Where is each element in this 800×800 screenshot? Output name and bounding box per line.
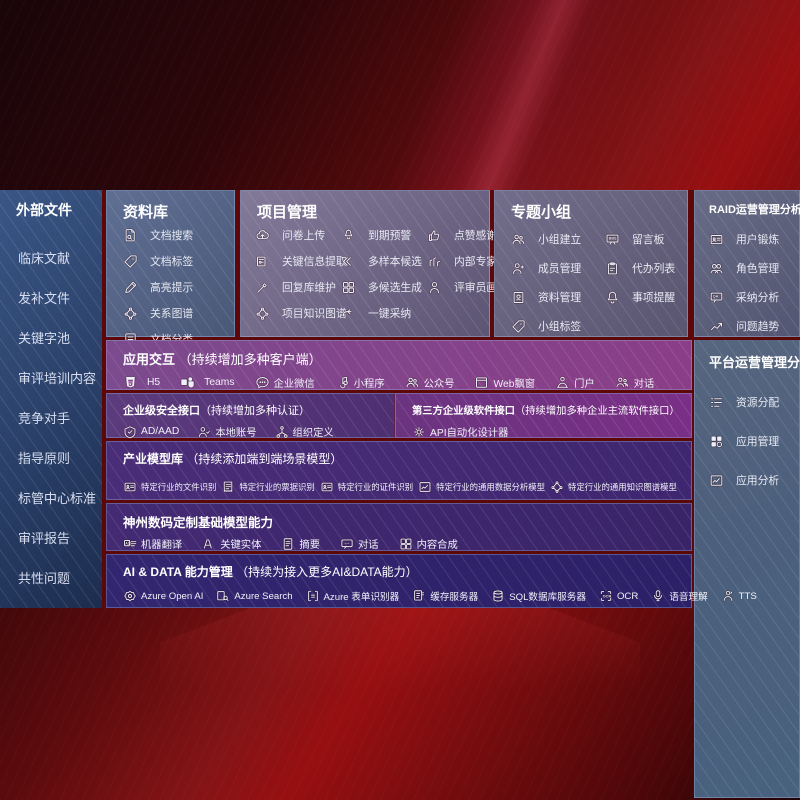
svg-text:QA: QA [713, 294, 719, 298]
svg-text:BBS: BBS [609, 236, 617, 240]
svg-text:A文: A文 [125, 540, 131, 545]
svg-text:OCR: OCR [603, 594, 612, 598]
